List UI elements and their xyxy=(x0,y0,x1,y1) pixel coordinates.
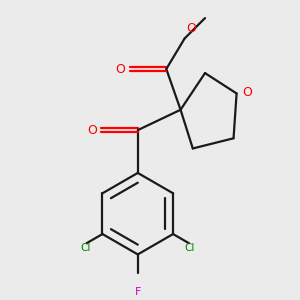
Text: Cl: Cl xyxy=(184,243,195,253)
Text: F: F xyxy=(135,287,141,297)
Text: O: O xyxy=(116,62,125,76)
Text: O: O xyxy=(187,22,196,35)
Text: O: O xyxy=(87,124,97,136)
Text: O: O xyxy=(243,86,253,99)
Text: Cl: Cl xyxy=(81,243,91,253)
